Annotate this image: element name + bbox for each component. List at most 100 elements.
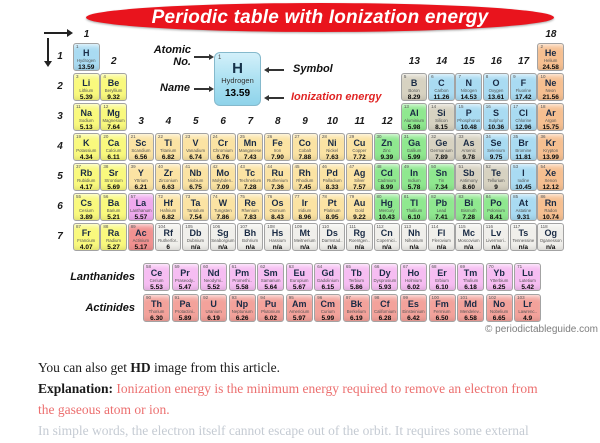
atomic-number: 70 xyxy=(488,264,494,269)
element-name: Plutonium xyxy=(261,308,281,314)
element-cell-V: 23 V Vanadium 6.74 xyxy=(182,133,209,161)
element-cell-La: 57 La Lanthanum 5.57 xyxy=(127,193,155,221)
ionization-value: 5.69 xyxy=(107,184,120,191)
element-name: Rutherfor.. xyxy=(158,238,179,243)
element-cell-No: 102 No Nobelium 6.65 xyxy=(485,293,513,322)
element-symbol: Au xyxy=(353,198,366,208)
element-name: Nihonium xyxy=(405,238,424,243)
element-name: Flerovium xyxy=(431,238,451,243)
element-cell-Mo: 42 Mo Molybden.. 7.09 xyxy=(209,163,237,191)
ionization-value: 7.83 xyxy=(243,214,257,221)
element-symbol: Th xyxy=(151,298,162,309)
element-name: Nobelium xyxy=(490,308,509,314)
element-symbol: Ac xyxy=(135,228,147,238)
element-symbol: Ti xyxy=(164,138,173,148)
element-symbol: Lr xyxy=(523,298,533,309)
element-cell-N: 7 N Nitrogen 14.53 xyxy=(455,73,482,101)
element-name: Silicon xyxy=(435,118,448,123)
element-cell-Si: 14 Si Silicon 8.15 xyxy=(428,103,455,131)
element-name: Oxygen xyxy=(488,88,504,93)
ionization-value: 14.53 xyxy=(460,94,477,101)
atomic-number: 46 xyxy=(321,164,327,169)
footer-line-1: You can also get HD image from this arti… xyxy=(38,360,280,375)
element-symbol: Cf xyxy=(380,298,390,309)
ionization-value: 10.48 xyxy=(460,124,477,131)
element-name: Thorium xyxy=(148,308,165,314)
element-name: Osmium xyxy=(269,208,286,213)
element-cell-Ds: 110 Ds Darmstad.. n/a xyxy=(318,223,346,251)
element-symbol: Na xyxy=(80,108,92,118)
atomic-number: 40 xyxy=(157,164,163,169)
element-symbol: O xyxy=(492,78,500,88)
element-cell-Tc: 43 Tc Technetium 7.28 xyxy=(236,163,264,191)
element-symbol: Lv xyxy=(490,228,502,238)
ionization-value: 7.34 xyxy=(435,184,448,191)
element-symbol: V xyxy=(192,138,199,148)
element-symbol: Db xyxy=(189,228,202,238)
element-symbol: K xyxy=(83,138,90,148)
element-cell-Nh: 113 Nh Nihonium n/a xyxy=(400,223,428,251)
atomic-number: 7 xyxy=(458,74,461,79)
element-symbol: Am xyxy=(291,298,307,309)
element-name: Bromine xyxy=(515,148,532,153)
element-symbol: Co xyxy=(298,138,311,148)
ionization-value: 6.75 xyxy=(189,184,202,191)
period-label-4: 4 xyxy=(57,141,63,152)
element-symbol: Sc xyxy=(135,138,147,148)
group-label-3: 3 xyxy=(138,116,144,127)
ionization-value: 6.56 xyxy=(134,154,148,161)
atomic-number: 38 xyxy=(103,164,109,169)
element-cell-Ag: 47 Ag Silver 7.57 xyxy=(346,163,373,191)
element-cell-W: 74 W Tungsten 7.86 xyxy=(209,193,237,221)
element-cell-Te: 52 Te Tellurium 9 xyxy=(482,163,510,191)
element-symbol: Ta xyxy=(190,198,201,208)
element-cell-Es: 99 Es Einsteinium 6.42 xyxy=(399,293,427,322)
element-name: Cadmium xyxy=(377,178,396,183)
ionization-value: 6.74 xyxy=(189,154,202,161)
element-cell-U: 92 U Uranium 6.19 xyxy=(200,293,228,322)
element-symbol: Si xyxy=(437,108,446,118)
element-name: Indium xyxy=(407,178,421,183)
element-cell-Ge: 32 Ge Germanium 7.89 xyxy=(428,133,455,161)
legend-symbol-label: Symbol xyxy=(293,63,333,75)
ionization-value: 7.41 xyxy=(435,214,448,221)
ionization-value: 6.02 xyxy=(407,284,420,291)
element-symbol: Pr xyxy=(180,268,190,278)
element-cell-Ho: 67 Ho Holmium 6.02 xyxy=(399,263,427,291)
ionization-value: 8.29 xyxy=(407,94,421,101)
group-label-4: 4 xyxy=(165,116,172,127)
element-name: Potassium xyxy=(76,148,97,153)
element-symbol: Mt xyxy=(299,228,311,238)
atomic-number: 91 xyxy=(174,294,180,300)
element-name: Molybden.. xyxy=(212,178,234,183)
element-name: Lead xyxy=(436,208,447,213)
period-direction-arrow-icon xyxy=(44,38,52,67)
ionization-value: 8.15 xyxy=(435,124,448,131)
element-symbol: Bi xyxy=(464,198,474,208)
element-cell-Tl: 81 Tl Thallium 6.10 xyxy=(400,193,428,221)
ionization-value: 13.99 xyxy=(542,154,559,161)
element-cell-Au: 79 Au Gold 9.22 xyxy=(346,193,373,221)
element-symbol: Sg xyxy=(217,228,229,238)
element-name: Magnesium xyxy=(102,118,125,123)
element-cell-Be: 4 Be Beryllium 9.32 xyxy=(100,73,127,101)
atomic-number: 103 xyxy=(517,294,525,300)
element-name: Krypton xyxy=(543,148,559,153)
atomic-number: 20 xyxy=(103,134,109,139)
element-name: Uranium xyxy=(205,308,222,314)
ionization-value: 17.42 xyxy=(515,94,532,101)
ionization-value: 6.28 xyxy=(378,314,392,322)
atomic-number: 51 xyxy=(458,164,464,169)
ionization-value: 5.67 xyxy=(292,284,306,291)
ionization-value: 10.43 xyxy=(378,214,395,221)
element-symbol: Cs xyxy=(80,198,92,208)
group-label-1: 1 xyxy=(83,29,90,40)
ionization-value: 6.11 xyxy=(107,154,120,161)
element-cell-Ga: 31 Ga Gallium 5.99 xyxy=(400,133,428,161)
hd-bold-text: HD xyxy=(130,360,151,375)
atomic-number: 71 xyxy=(517,264,523,269)
atomic-number: 49 xyxy=(403,164,409,169)
element-symbol: Cr xyxy=(217,138,228,148)
element-name: Gallium xyxy=(406,148,422,153)
element-cell-Hf: 72 Hf Hafnium 6.82 xyxy=(154,193,182,221)
